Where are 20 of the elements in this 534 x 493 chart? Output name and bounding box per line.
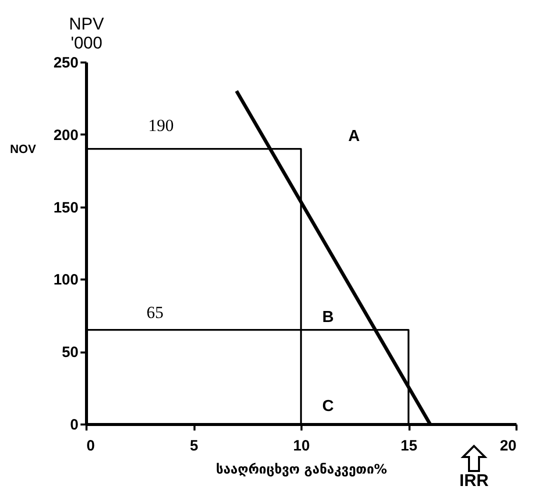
y-tick-label: 150	[53, 199, 78, 216]
annotation: A	[348, 128, 360, 145]
y-tick-label: 250	[53, 54, 78, 72]
text: NOV	[10, 142, 36, 156]
annotation: B	[322, 309, 334, 326]
x-tick-label: 10	[293, 438, 310, 454]
y-tick-label: 50	[62, 344, 78, 362]
y-tick-label: 100	[53, 272, 78, 289]
y-tick-label: 0	[70, 416, 78, 434]
x-tick-label: 20	[500, 438, 516, 454]
y-tick-label: 200	[53, 126, 78, 144]
y-axis-title: NPV '000	[69, 14, 105, 52]
x-tick-label: 0	[86, 438, 95, 454]
annotation: C	[322, 398, 334, 415]
annotation: 65	[146, 303, 164, 322]
annotation: 190	[148, 116, 174, 135]
text: IRR	[459, 471, 489, 490]
x-tick-label: 5	[190, 438, 198, 454]
x-axis-title: სააღრიცხვო განაკვეთი%	[216, 462, 388, 478]
x-tick-label: 15	[400, 438, 418, 454]
